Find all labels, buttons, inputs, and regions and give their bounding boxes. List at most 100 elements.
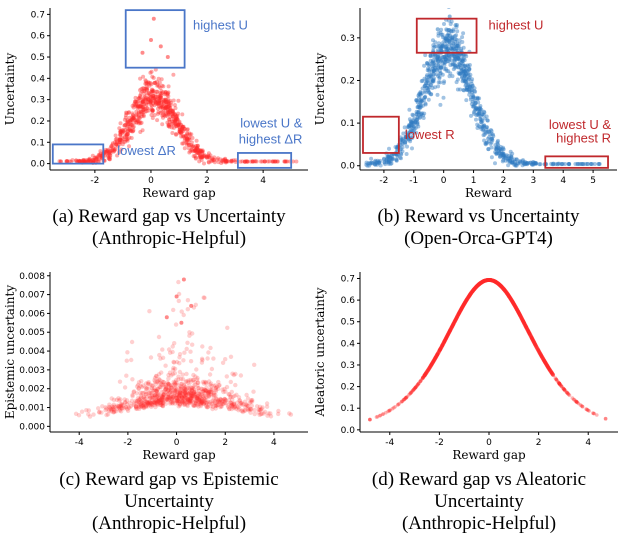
data-point: [185, 403, 189, 407]
data-point: [198, 150, 202, 154]
data-point: [220, 159, 224, 163]
y-tick-label: 0.008: [19, 272, 45, 282]
data-point: [422, 116, 426, 120]
data-point: [179, 321, 183, 325]
data-point: [213, 404, 217, 408]
data-point: [156, 402, 160, 406]
x-tick-label: -4: [75, 438, 84, 448]
y-axis-label: Uncertainty: [313, 53, 327, 126]
data-point: [167, 111, 171, 115]
data-point: [556, 162, 560, 166]
data-point: [175, 295, 179, 299]
data-point: [119, 121, 123, 125]
data-point: [140, 110, 144, 114]
data-point: [438, 71, 442, 75]
data-point: [177, 299, 181, 303]
data-point: [585, 408, 589, 412]
data-point: [200, 389, 204, 393]
data-point: [132, 389, 136, 393]
data-point: [112, 398, 116, 402]
y-axis-label: Uncertainty: [3, 53, 17, 126]
data-point: [149, 38, 153, 42]
y-tick-label: 0.3: [341, 361, 355, 371]
data-point: [91, 154, 95, 158]
data-point: [193, 403, 197, 407]
data-point: [227, 406, 231, 410]
y-tick-label: 0.5: [341, 318, 355, 328]
data-point: [283, 160, 287, 164]
data-point: [183, 146, 187, 150]
data-point: [179, 135, 183, 139]
data-point: [147, 309, 151, 313]
data-point: [581, 405, 585, 409]
data-point: [444, 67, 448, 71]
data-point: [181, 125, 185, 129]
data-point: [214, 396, 218, 400]
data-point: [495, 140, 499, 144]
data-point: [239, 373, 243, 377]
data-point: [171, 360, 175, 364]
data-point: [158, 385, 162, 389]
data-point: [462, 88, 466, 92]
data-point: [200, 357, 204, 361]
data-point: [130, 394, 134, 398]
data-point: [378, 414, 382, 418]
data-point: [65, 159, 69, 163]
data-point: [219, 398, 223, 402]
data-point: [71, 158, 75, 162]
data-point: [263, 410, 267, 414]
data-point: [208, 372, 212, 376]
data-point: [131, 113, 135, 117]
data-point: [482, 110, 486, 114]
annotation-label: lowest ΔR: [117, 143, 176, 158]
data-point: [166, 55, 170, 59]
data-point: [131, 129, 135, 133]
data-point: [454, 33, 458, 37]
data-point: [166, 92, 170, 96]
y-tick-label: 0.6: [31, 32, 46, 42]
data-point: [160, 110, 164, 114]
x-tick-label: -2: [90, 176, 99, 186]
data-point: [586, 162, 590, 166]
data-point: [173, 382, 177, 386]
data-point: [142, 114, 146, 118]
x-axis-label: Reward gap: [452, 448, 526, 462]
data-points: [368, 278, 607, 421]
data-point: [98, 149, 102, 153]
data-point: [551, 162, 555, 166]
data-point: [127, 122, 131, 126]
data-point: [185, 131, 189, 135]
data-point: [449, 22, 453, 26]
data-point: [454, 23, 458, 27]
data-point: [431, 38, 435, 42]
data-point: [162, 98, 166, 102]
y-tick-label: 0.005: [19, 328, 45, 338]
data-point: [178, 120, 182, 124]
annotation-label: highest U: [489, 17, 544, 32]
data-point: [442, 22, 446, 26]
data-point: [190, 148, 194, 152]
data-point: [183, 388, 187, 392]
data-point: [159, 370, 163, 374]
data-point: [439, 66, 443, 70]
data-point: [563, 388, 567, 392]
data-point: [443, 55, 447, 59]
data-point: [465, 72, 469, 76]
data-point: [181, 358, 185, 362]
x-axis-label: Reward gap: [142, 448, 216, 462]
data-point: [138, 397, 142, 401]
data-point: [153, 389, 157, 393]
x-tick-label: 0: [174, 438, 180, 448]
data-point: [387, 160, 391, 164]
data-point: [108, 157, 112, 161]
data-point: [225, 326, 229, 330]
data-point: [138, 116, 142, 120]
data-point: [521, 158, 525, 162]
data-point: [142, 89, 146, 93]
data-point: [464, 77, 468, 81]
data-point: [489, 142, 493, 146]
data-point: [220, 387, 224, 391]
data-point: [176, 280, 180, 284]
annotation-box: [363, 117, 399, 153]
data-point: [486, 119, 490, 123]
